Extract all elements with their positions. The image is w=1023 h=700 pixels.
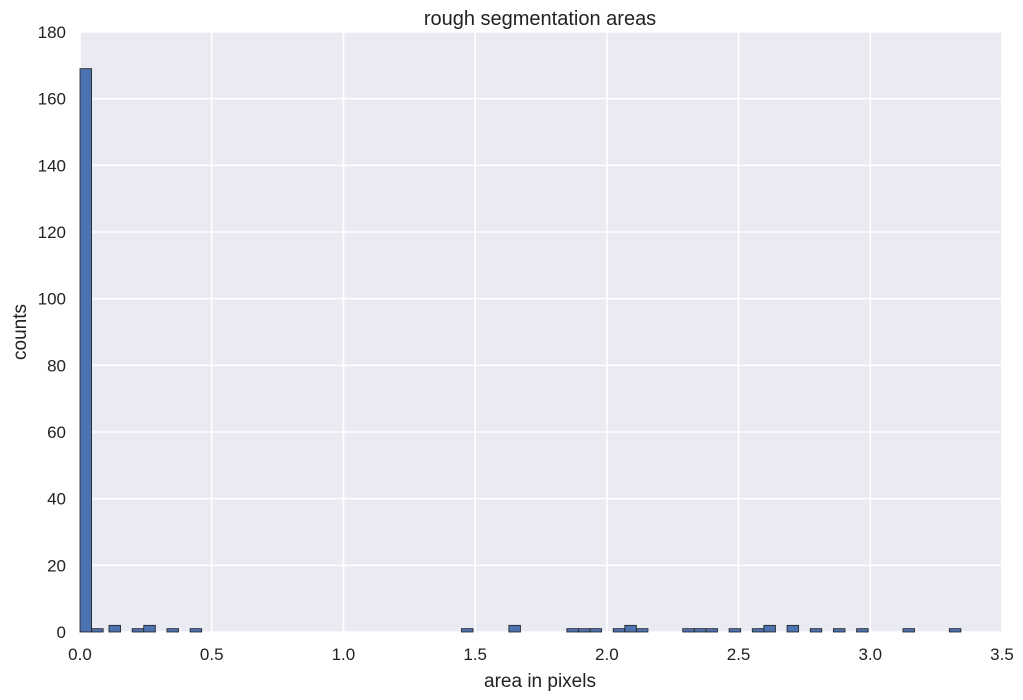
y-tick-label: 40 [47, 490, 66, 509]
histogram-bar [809, 628, 823, 633]
histogram-bar [635, 628, 649, 633]
histogram-bar [79, 68, 92, 633]
y-axis-ticks: 0 20 40 60 80 100 120 140 160 180 [38, 23, 66, 642]
histogram-bar [705, 628, 718, 633]
x-tick-label: 1.5 [463, 645, 487, 664]
histogram-bar [693, 628, 707, 633]
y-tick-label: 120 [38, 223, 66, 242]
grid-lines [79, 31, 1003, 633]
x-tick-label: 0.0 [68, 645, 92, 664]
histogram-bar [508, 624, 521, 633]
y-tick-label: 180 [38, 23, 66, 42]
y-tick-label: 60 [47, 423, 66, 442]
histogram-bar [624, 624, 637, 633]
histogram-bar [682, 628, 695, 633]
histogram-bar [461, 628, 474, 633]
plot-area [80, 32, 1002, 632]
histogram-bar [143, 624, 156, 633]
histogram-bar [728, 628, 742, 633]
histogram-bar [189, 628, 203, 633]
histogram-bar [108, 624, 121, 633]
y-axis-label: counts [10, 304, 31, 360]
histogram-bar [166, 628, 179, 633]
x-tick-label: 0.5 [200, 645, 224, 664]
x-tick-label: 2.0 [595, 645, 619, 664]
x-tick-label: 2.5 [727, 645, 751, 664]
x-tick-label: 3.0 [858, 645, 882, 664]
histogram-bar [91, 628, 104, 633]
histogram-bar [578, 628, 591, 633]
histogram-bar [589, 628, 602, 633]
histogram-bar [566, 628, 579, 633]
y-tick-label: 160 [38, 90, 66, 109]
histogram-bar [833, 628, 846, 633]
histogram-bar [612, 628, 626, 633]
x-tick-label: 3.5 [990, 645, 1014, 664]
chart-title: rough segmentation areas [424, 8, 656, 30]
histogram-bar [948, 628, 962, 633]
histogram-bar [902, 628, 915, 633]
x-axis-label: area in pixels [484, 671, 596, 692]
y-tick-label: 80 [47, 356, 66, 375]
y-tick-label: 140 [38, 156, 66, 175]
histogram-bar [131, 628, 145, 633]
x-axis-ticks: 0.0 0.5 1.0 1.5 2.0 2.5 3.0 3.5 [68, 645, 1014, 664]
y-tick-label: 100 [38, 290, 66, 309]
histogram-bars [79, 68, 962, 633]
y-tick-label: 20 [47, 556, 66, 575]
y-tick-label: 0 [57, 623, 66, 642]
histogram-bar [786, 624, 800, 633]
histogram-bar [751, 628, 765, 633]
histogram-bar [856, 628, 869, 633]
histogram-bar [763, 624, 776, 633]
x-tick-label: 1.0 [332, 645, 356, 664]
